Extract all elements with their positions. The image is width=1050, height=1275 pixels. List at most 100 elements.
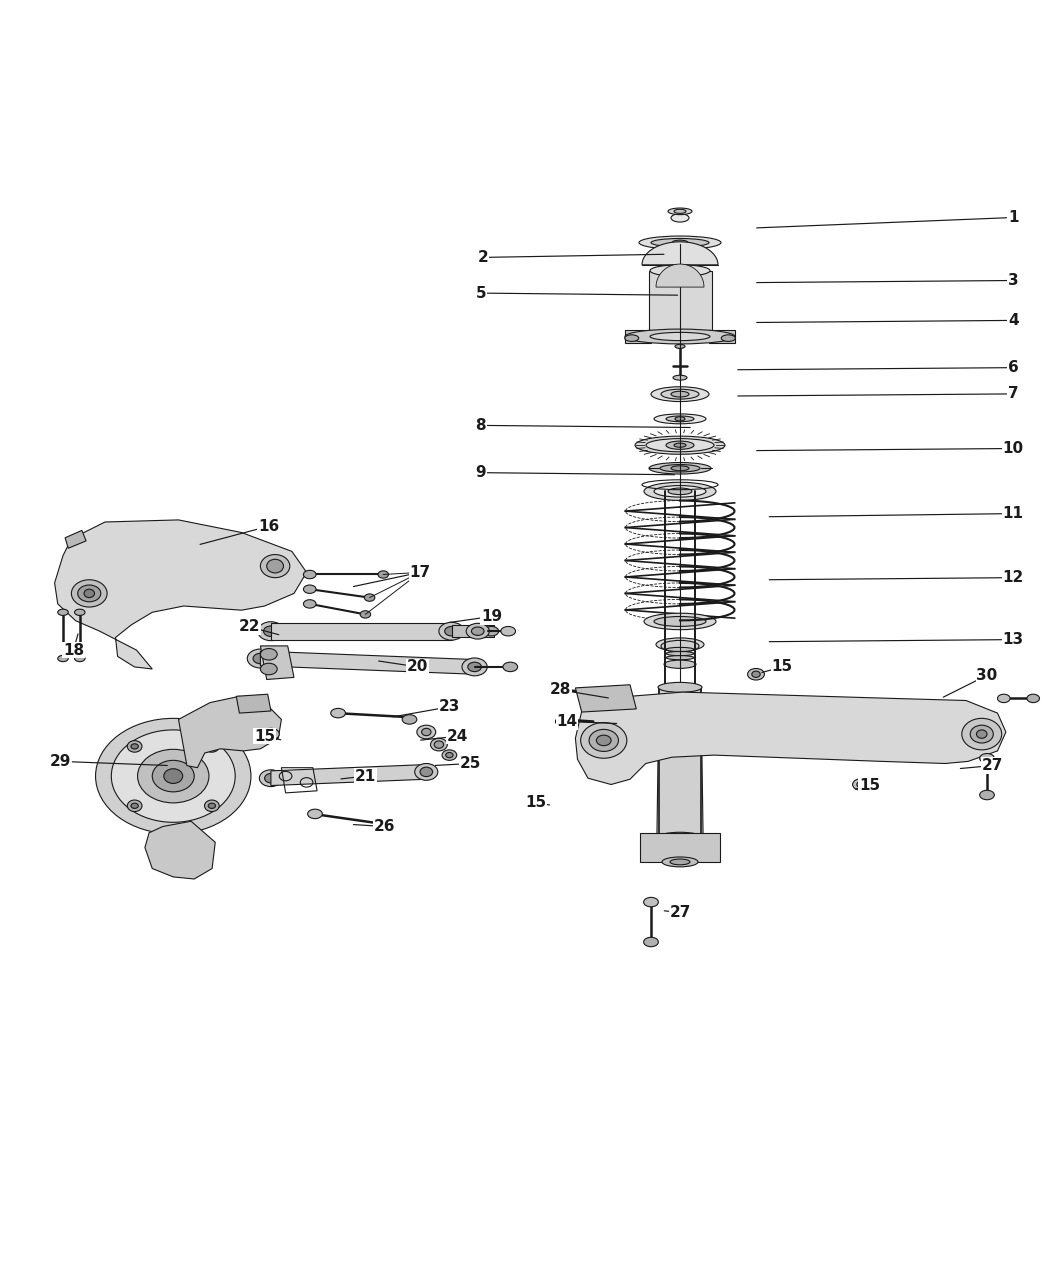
Text: 9: 9: [476, 465, 486, 481]
Ellipse shape: [589, 729, 618, 751]
Ellipse shape: [75, 655, 85, 662]
Polygon shape: [626, 330, 651, 343]
Ellipse shape: [303, 599, 316, 608]
Ellipse shape: [654, 414, 706, 423]
Text: 5: 5: [476, 286, 486, 301]
Ellipse shape: [468, 662, 481, 672]
Ellipse shape: [650, 333, 710, 340]
Ellipse shape: [649, 463, 711, 474]
Ellipse shape: [402, 715, 417, 724]
Text: 1: 1: [1008, 210, 1018, 224]
Ellipse shape: [248, 649, 273, 668]
Ellipse shape: [417, 725, 436, 738]
Ellipse shape: [980, 790, 994, 799]
Ellipse shape: [672, 240, 688, 245]
Text: 15: 15: [254, 729, 275, 743]
Ellipse shape: [331, 709, 345, 718]
Ellipse shape: [503, 662, 518, 672]
Ellipse shape: [131, 743, 139, 748]
Ellipse shape: [84, 589, 94, 598]
Ellipse shape: [651, 238, 709, 247]
Ellipse shape: [654, 486, 706, 497]
Text: 13: 13: [1003, 632, 1024, 648]
Ellipse shape: [484, 626, 499, 636]
Ellipse shape: [664, 660, 696, 668]
Ellipse shape: [78, 585, 101, 602]
Polygon shape: [575, 692, 1006, 784]
Ellipse shape: [208, 743, 215, 748]
Text: 4: 4: [1008, 312, 1018, 328]
Text: 24: 24: [447, 729, 468, 743]
Polygon shape: [640, 833, 720, 862]
Ellipse shape: [360, 611, 371, 618]
Ellipse shape: [258, 622, 284, 640]
Ellipse shape: [421, 728, 432, 736]
Ellipse shape: [208, 803, 215, 808]
Text: 2: 2: [478, 250, 488, 265]
Ellipse shape: [303, 570, 316, 579]
Ellipse shape: [673, 375, 687, 380]
Text: 16: 16: [258, 519, 279, 534]
Ellipse shape: [721, 335, 735, 342]
Ellipse shape: [205, 799, 219, 812]
Text: 27: 27: [670, 905, 691, 921]
Ellipse shape: [671, 465, 689, 470]
Ellipse shape: [264, 626, 278, 636]
Ellipse shape: [555, 718, 568, 725]
Polygon shape: [178, 696, 281, 768]
Ellipse shape: [668, 268, 692, 274]
Ellipse shape: [259, 770, 282, 787]
Polygon shape: [575, 685, 636, 711]
Text: 18: 18: [63, 643, 84, 658]
Ellipse shape: [127, 799, 142, 812]
Ellipse shape: [439, 622, 464, 640]
Ellipse shape: [430, 738, 447, 751]
Text: 27: 27: [982, 759, 1003, 773]
Text: 26: 26: [374, 819, 395, 834]
Ellipse shape: [364, 594, 375, 602]
Ellipse shape: [644, 613, 716, 630]
Ellipse shape: [980, 754, 994, 762]
Text: 25: 25: [460, 756, 481, 771]
Polygon shape: [642, 242, 718, 265]
Ellipse shape: [674, 209, 686, 213]
Ellipse shape: [962, 718, 1002, 750]
Ellipse shape: [378, 571, 388, 578]
Text: 15: 15: [859, 778, 880, 793]
Ellipse shape: [650, 265, 710, 277]
Text: 23: 23: [439, 699, 460, 714]
Text: 10: 10: [1003, 441, 1024, 456]
Ellipse shape: [625, 335, 638, 342]
Ellipse shape: [625, 329, 735, 344]
Ellipse shape: [656, 638, 704, 652]
Ellipse shape: [420, 768, 433, 776]
Polygon shape: [649, 270, 712, 337]
Text: 11: 11: [1003, 506, 1024, 521]
Ellipse shape: [267, 560, 284, 572]
Polygon shape: [236, 694, 271, 713]
Text: 3: 3: [1008, 273, 1018, 288]
Ellipse shape: [435, 741, 443, 748]
Ellipse shape: [501, 626, 516, 636]
Ellipse shape: [58, 609, 68, 616]
Ellipse shape: [662, 640, 699, 652]
Polygon shape: [260, 646, 294, 680]
Ellipse shape: [752, 671, 760, 677]
Ellipse shape: [660, 464, 700, 472]
Text: 15: 15: [525, 794, 546, 810]
Ellipse shape: [671, 391, 689, 397]
Ellipse shape: [205, 741, 219, 752]
Ellipse shape: [445, 752, 454, 757]
Ellipse shape: [748, 668, 764, 680]
Ellipse shape: [442, 750, 457, 760]
Polygon shape: [656, 264, 704, 287]
Text: 21: 21: [355, 769, 376, 784]
Ellipse shape: [462, 658, 487, 676]
Ellipse shape: [260, 555, 290, 578]
Ellipse shape: [668, 488, 692, 495]
Text: 17: 17: [410, 565, 430, 580]
Text: 12: 12: [1003, 570, 1024, 585]
Ellipse shape: [668, 208, 692, 214]
Polygon shape: [55, 520, 307, 669]
Ellipse shape: [658, 682, 702, 692]
